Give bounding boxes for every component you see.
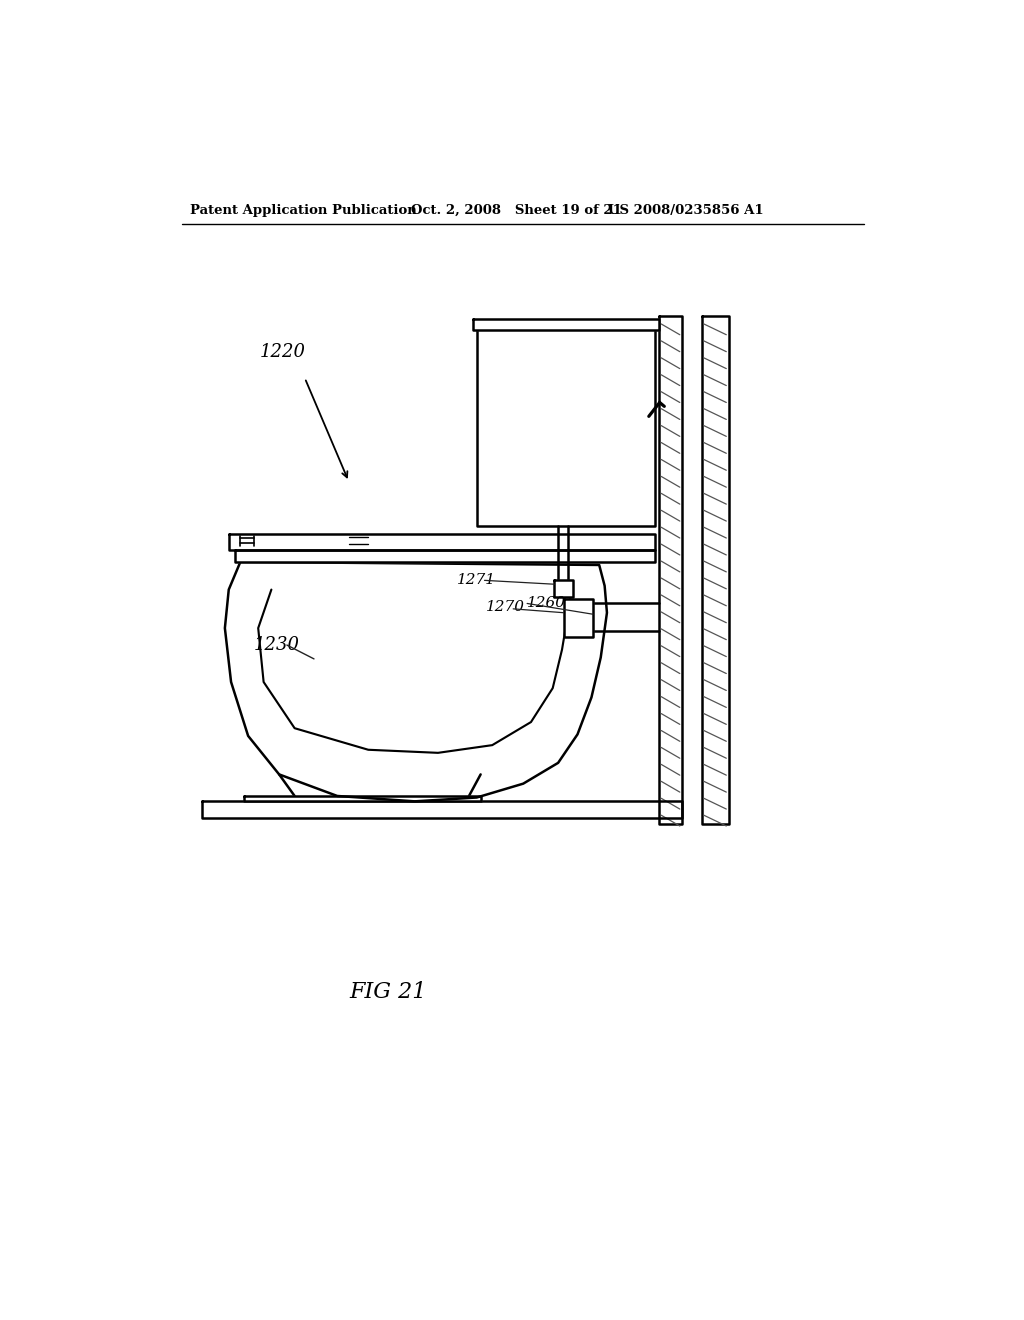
- Polygon shape: [473, 318, 658, 330]
- Polygon shape: [225, 562, 607, 801]
- Polygon shape: [477, 323, 655, 527]
- Text: US 2008/0235856 A1: US 2008/0235856 A1: [608, 205, 764, 218]
- Polygon shape: [228, 535, 655, 549]
- Polygon shape: [701, 317, 729, 825]
- Text: 1271: 1271: [458, 573, 497, 587]
- Polygon shape: [563, 599, 593, 638]
- Polygon shape: [658, 317, 682, 825]
- Polygon shape: [234, 549, 655, 562]
- Polygon shape: [554, 581, 572, 598]
- Text: 1220: 1220: [260, 343, 306, 362]
- Polygon shape: [245, 796, 480, 801]
- Polygon shape: [202, 801, 682, 818]
- Text: Oct. 2, 2008   Sheet 19 of 21: Oct. 2, 2008 Sheet 19 of 21: [411, 205, 622, 218]
- Text: 1270: 1270: [486, 599, 525, 614]
- Text: FIG 21: FIG 21: [349, 981, 426, 1003]
- Text: Patent Application Publication: Patent Application Publication: [190, 205, 417, 218]
- Text: 1260: 1260: [527, 597, 566, 610]
- Text: 1230: 1230: [254, 636, 300, 653]
